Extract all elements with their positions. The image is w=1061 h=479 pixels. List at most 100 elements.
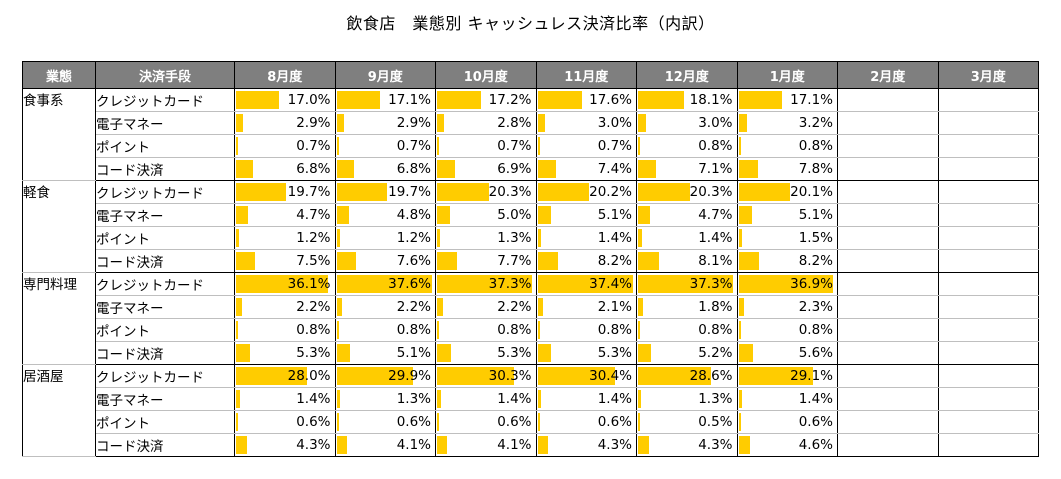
data-bar	[437, 137, 439, 155]
group-label: 専門料理	[22, 272, 96, 365]
method-label: コード決済	[95, 157, 235, 181]
value-label: 0.6%	[597, 414, 632, 430]
value-cell: 17.2%	[435, 88, 537, 112]
value-cell: 0.8%	[736, 134, 838, 158]
data-bar	[537, 91, 583, 109]
value-label: 1.4%	[597, 391, 632, 407]
value-cell: 29.9%	[334, 364, 436, 388]
value-cell: 37.4%	[535, 272, 637, 296]
value-label: 2.2%	[497, 299, 532, 315]
value-label: 2.1%	[597, 299, 632, 315]
value-cell: 0.5%	[636, 410, 738, 434]
value-cell: 3.2%	[736, 111, 838, 135]
header-month: 12月度	[636, 61, 738, 89]
header-group: 業態	[22, 61, 96, 89]
value-label: 30.3%	[488, 368, 532, 384]
data-bar	[236, 183, 287, 201]
value-cell: 1.2%	[234, 226, 336, 250]
value-label: 4.3%	[597, 437, 632, 453]
data-bar	[236, 275, 329, 293]
value-label: 0.7%	[296, 138, 331, 154]
value-label: 0.7%	[396, 138, 431, 154]
value-cell: 6.9%	[435, 157, 537, 181]
value-label: 1.8%	[698, 299, 733, 315]
value-label: 4.3%	[698, 437, 733, 453]
value-label: 6.9%	[497, 161, 532, 177]
data-bar	[738, 298, 745, 316]
value-label: 1.3%	[497, 230, 532, 246]
value-label: 5.3%	[497, 345, 532, 361]
data-bar	[437, 436, 448, 454]
value-cell: 28.0%	[234, 364, 336, 388]
header-month: 3月度	[937, 61, 1039, 89]
value-cell	[837, 364, 939, 388]
value-cell: 7.8%	[736, 157, 838, 181]
value-cell: 17.6%	[535, 88, 637, 112]
data-bar	[336, 298, 343, 316]
value-cell: 36.9%	[736, 272, 838, 296]
data-bar	[236, 298, 242, 316]
value-cell	[937, 272, 1039, 296]
value-label: 0.8%	[597, 322, 632, 338]
table-row: 居酒屋 クレジットカード 28.0% 29.9% 30.3% 30.4% 28.6% 29.1…	[22, 364, 1039, 457]
table-row: 電子マネー 2.9% 2.9% 2.8% 3.0% 3.0% 3.2%	[23, 111, 1039, 135]
data-bar	[537, 321, 540, 339]
value-cell	[837, 341, 939, 365]
data-bar	[437, 229, 441, 247]
value-cell: 28.6%	[636, 364, 738, 388]
data-bar	[638, 321, 641, 339]
data-bar	[336, 206, 349, 224]
data-bar	[638, 436, 649, 454]
value-cell: 5.6%	[736, 341, 838, 365]
data-bar	[336, 321, 339, 339]
data-bar	[638, 91, 685, 109]
value-label: 29.1%	[790, 368, 833, 384]
value-label: 7.7%	[497, 253, 532, 269]
value-label: 4.7%	[698, 207, 733, 223]
data-bar	[738, 275, 833, 293]
data-bar	[336, 229, 340, 247]
value-cell: 30.4%	[535, 364, 637, 388]
method-label: クレジットカード	[95, 272, 235, 296]
method-label: 電子マネー	[95, 387, 235, 411]
value-cell: 20.3%	[636, 180, 738, 204]
data-bar	[738, 321, 741, 339]
value-cell: 0.8%	[535, 318, 637, 342]
data-bar	[236, 114, 244, 132]
value-cell	[937, 203, 1039, 227]
data-bar	[738, 252, 760, 270]
value-label: 28.0%	[287, 368, 331, 384]
data-bar	[336, 390, 340, 408]
value-label: 4.8%	[396, 207, 431, 223]
value-cell: 4.7%	[234, 203, 336, 227]
value-cell: 0.6%	[234, 410, 336, 434]
data-bar	[537, 367, 616, 385]
value-label: 19.7%	[388, 184, 431, 200]
data-bar	[236, 436, 247, 454]
value-label: 1.5%	[798, 230, 833, 246]
header-row: 業態 決済手段 8月度 9月度 10月度 11月度 12月度 1月度 2月度 3月度	[22, 61, 1039, 89]
data-bar	[437, 321, 440, 339]
data-bar	[537, 413, 540, 431]
value-cell	[837, 111, 939, 135]
data-bar	[537, 436, 549, 454]
value-label: 6.8%	[396, 161, 431, 177]
value-cell: 36.1%	[234, 272, 336, 296]
data-bar	[738, 91, 783, 109]
data-bar	[638, 413, 640, 431]
table-row: 軽食 クレジットカード 19.7% 19.7% 20.3% 20.2% 20.3% 20.1%	[22, 180, 1039, 273]
data-bar	[336, 436, 347, 454]
value-label: 7.8%	[798, 161, 833, 177]
value-label: 1.4%	[296, 391, 331, 407]
value-cell: 6.8%	[234, 157, 336, 181]
value-cell	[937, 180, 1039, 204]
data-bar	[336, 413, 339, 431]
method-label: コード決済	[95, 341, 235, 365]
data-bar	[336, 91, 381, 109]
data-bar	[437, 183, 489, 201]
method-label: 電子マネー	[95, 203, 235, 227]
data-bar	[236, 413, 238, 431]
method-label: ポイント	[95, 410, 235, 434]
value-cell: 1.4%	[636, 226, 738, 250]
value-cell: 4.1%	[334, 433, 436, 457]
